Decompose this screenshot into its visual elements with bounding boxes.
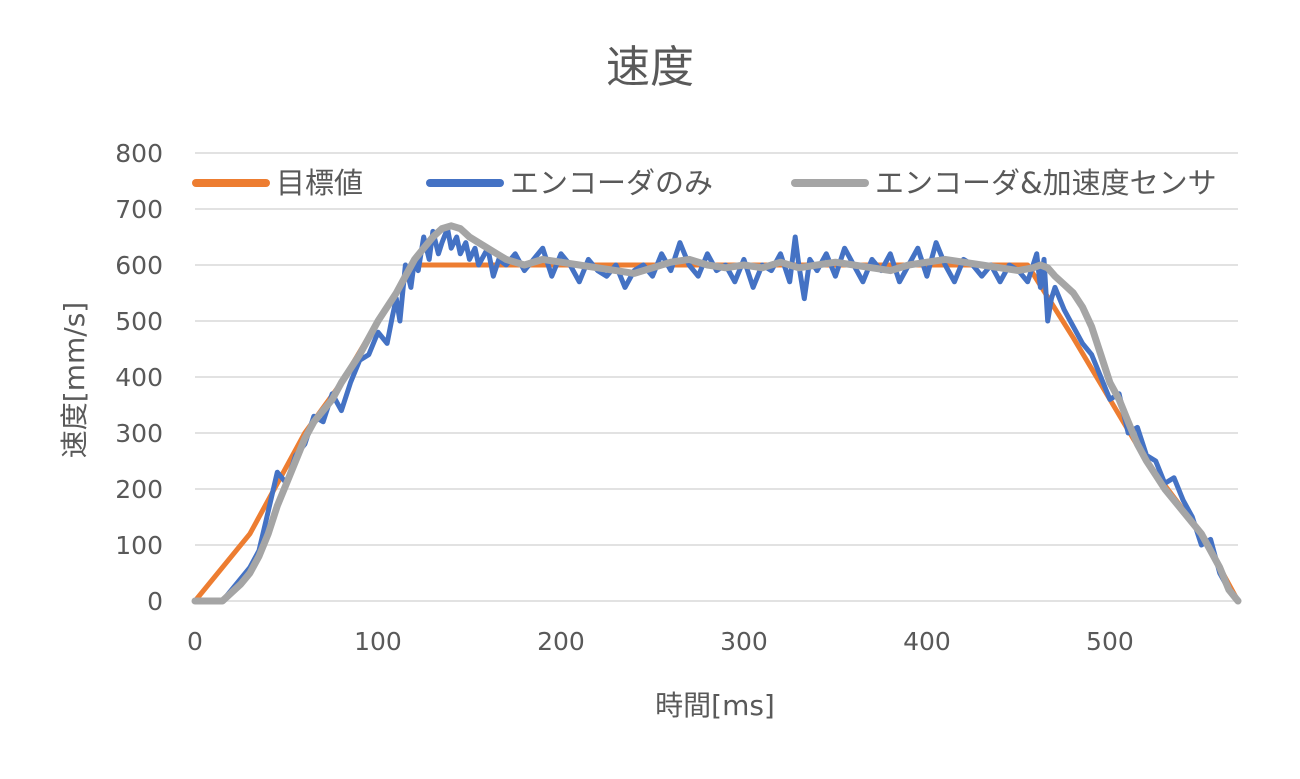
x-tick-label: 0 — [187, 627, 203, 656]
y-axis-ticks: 0 100 200 300 400 500 600 700 800 — [115, 139, 163, 616]
y-tick-label: 400 — [115, 363, 163, 392]
legend-label-0: 目標値 — [276, 166, 363, 200]
series-line-2 — [191, 222, 1242, 605]
x-tick-label: 500 — [1086, 627, 1134, 656]
legend: 目標値 エンコーダのみ エンコーダ&加速度センサ — [192, 166, 1217, 200]
series-lines — [191, 222, 1242, 605]
y-tick-label: 0 — [147, 587, 163, 616]
x-axis-ticks: 0 100 200 300 400 500 — [187, 627, 1134, 656]
x-tick-label: 300 — [720, 627, 768, 656]
legend-label-1: エンコーダのみ — [510, 166, 713, 200]
y-tick-label: 500 — [115, 307, 163, 336]
y-tick-label: 800 — [115, 139, 163, 168]
x-axis-title: 時間[ms] — [655, 689, 775, 722]
series-line-1 — [192, 226, 1241, 604]
y-tick-label: 700 — [115, 195, 163, 224]
x-tick-label: 100 — [354, 627, 402, 656]
y-tick-label: 100 — [115, 531, 163, 560]
y-tick-label: 200 — [115, 475, 163, 504]
legend-label-2: エンコーダ&加速度センサ — [875, 166, 1217, 200]
y-axis-title: 速度[mm/s] — [58, 302, 91, 458]
gridlines — [195, 152, 1238, 602]
y-tick-label: 600 — [115, 251, 163, 280]
x-tick-label: 400 — [903, 627, 951, 656]
y-tick-label: 300 — [115, 419, 163, 448]
x-tick-label: 200 — [537, 627, 585, 656]
chart-title: 速度 — [606, 42, 694, 93]
